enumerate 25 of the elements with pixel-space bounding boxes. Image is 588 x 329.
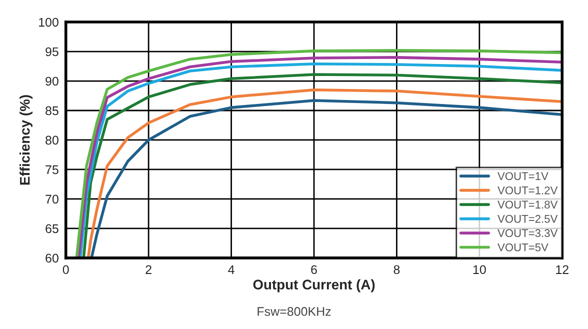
text: Fsw=800KHz (258, 307, 331, 316)
x-tick-label: 10 (473, 265, 486, 274)
x-tick-label: 0 (62, 265, 69, 274)
y-tick-label: 100 (39, 18, 58, 27)
y-tick-label: 85 (46, 106, 58, 116)
y-tick-label: 80 (46, 136, 58, 145)
x-tick-label: 12 (556, 265, 568, 274)
x-tick-label: 2 (146, 265, 152, 274)
x-tick-label: 4 (228, 265, 234, 274)
y-tick-label: 60 (46, 254, 58, 263)
y-tick-label: 65 (46, 224, 58, 234)
y-tick-label: 70 (46, 194, 58, 204)
legend-label: VOUT=3.3V (498, 229, 558, 238)
legend-label: VOUT=5V (498, 243, 548, 252)
legend-label: VOUT=2.5V (498, 214, 558, 223)
legend-label: VOUT=1.2V (498, 186, 558, 194)
y-tick-label: 90 (46, 76, 58, 86)
y-tick-label: 75 (46, 165, 58, 174)
x-axis-title: Output Current (A) (253, 279, 375, 292)
legend-label: VOUT=1V (498, 172, 548, 180)
y-tick-label: 95 (46, 47, 58, 56)
x-tick-label: 6 (311, 265, 317, 274)
y-axis-title: Efficiency (%) (20, 95, 33, 185)
legend-label: VOUT=1.8V (498, 200, 558, 209)
x-tick-label: 8 (394, 265, 400, 274)
